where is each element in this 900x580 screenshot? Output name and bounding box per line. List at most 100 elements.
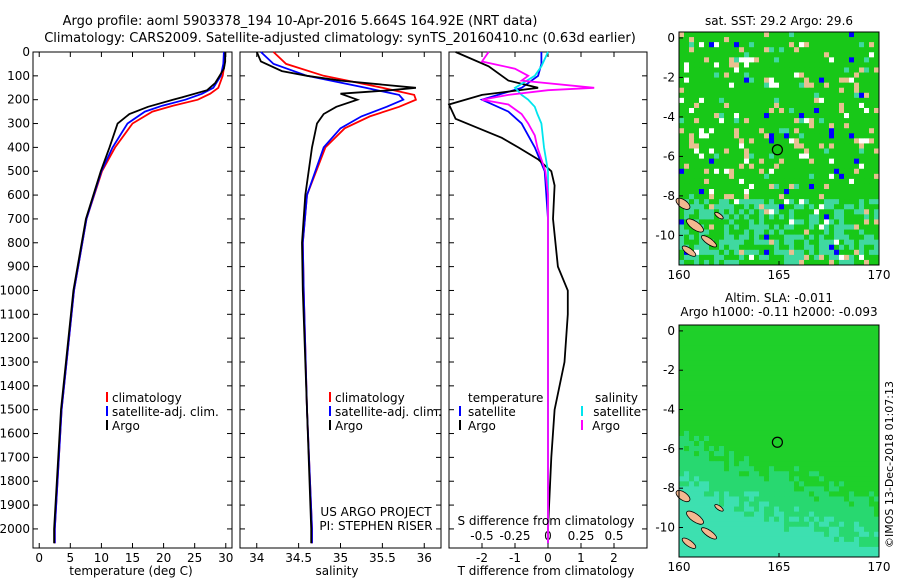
sla-ytick-label: -6 (663, 442, 675, 456)
sal-legend-climatology: climatology (335, 391, 405, 405)
diff-legend-t-argo: Argo (468, 419, 496, 433)
diff-series-t-argo (447, 51, 569, 544)
sla-island (701, 527, 717, 540)
sst-ytick-label: -10 (655, 228, 675, 242)
diff-series-s-argo (480, 51, 595, 544)
sst-ytick-label: 0 (667, 31, 675, 45)
sal-xtick-label: 36 (417, 551, 432, 565)
depth-tick-label: 100 (7, 69, 30, 83)
diff-s-xtick-label: -0.25 (499, 529, 530, 543)
sst-map-panel: 160 165 170 0 -2 -4 -6 -8 -10 (655, 31, 890, 282)
depth-tick-label: 1000 (0, 283, 30, 297)
temp-legend-argo: Argo (112, 419, 140, 433)
imos-stamp: ©IMOS 13-Dec-2018 01:07:13 (883, 381, 896, 548)
temp-series-satellite-adj-clim- (53, 51, 225, 544)
sst-xtick-label: 160 (668, 268, 691, 282)
diff-legend-s-argo: Argo (592, 419, 620, 433)
temp-xtick-label: 10 (94, 551, 109, 565)
sst-map-title: sat. SST: 29.2 Argo: 29.6 (705, 14, 853, 28)
temp-legend-satellite: satellite-adj. clim. (112, 405, 219, 419)
sla-ytick-label: -10 (655, 521, 675, 535)
diff-legend-t-satellite: satellite (468, 405, 516, 419)
sla-map-subtitle: Argo h1000: -0.11 h2000: -0.093 (680, 305, 877, 319)
diff-s-xtick-label: 0.25 (568, 529, 595, 543)
figure-title-line1: Argo profile: aoml 5903378_194 10-Apr-20… (63, 14, 538, 29)
depth-tick-label: 800 (7, 236, 30, 250)
sla-float-marker (771, 436, 784, 448)
diff-series-t-satellite (479, 52, 549, 544)
diff-xtick-label: 1 (577, 551, 585, 565)
sst-ytick-label: -6 (663, 149, 675, 163)
sla-island (675, 490, 691, 503)
sla-ytick-label: -2 (663, 363, 675, 377)
depth-tick-label: 1400 (0, 379, 30, 393)
sst-island (686, 218, 704, 233)
temp-legend-climatology: climatology (112, 391, 182, 405)
depth-tick-label: 1700 (0, 450, 30, 464)
sst-ytick-label: -4 (663, 110, 675, 124)
sla-island (686, 510, 704, 525)
sal-xtick-label: 34.5 (285, 551, 312, 565)
sla-ytick-label: -8 (663, 481, 675, 495)
temp-series-argo (53, 52, 227, 544)
depth-tick-label: 600 (7, 188, 30, 202)
sal-xtick-label: 35.5 (369, 551, 396, 565)
credit-line1: US ARGO PROJECT (320, 505, 432, 519)
depth-tick-label: 1600 (0, 427, 30, 441)
depth-tick-label: 1500 (0, 403, 30, 417)
credit-line2: PI: STEPHEN RISER (319, 519, 432, 533)
diff-legend-salinity-title: salinity (595, 391, 638, 405)
temp-xtick-label: 25 (187, 551, 202, 565)
depth-tick-label: 1800 (0, 474, 30, 488)
depth-tick-label: 1900 (0, 498, 30, 512)
diff-xtick-label: -1 (509, 551, 521, 565)
sla-map-field (679, 325, 880, 558)
sst-island (714, 211, 724, 220)
depth-tick-label: 300 (7, 117, 30, 131)
diff-series-s-satellite (513, 51, 549, 544)
sla-ytick-label: -4 (663, 403, 675, 417)
sla-ytick-label: 0 (667, 324, 675, 338)
diff-xtick-label: 0 (544, 551, 552, 565)
temp-xtick-label: 5 (66, 551, 74, 565)
sst-xtick-label: 165 (768, 268, 791, 282)
sal-series-argo (255, 51, 416, 544)
sal-xtick-label: 35 (333, 551, 348, 565)
difference-panel: -2 -1 0 1 2-0.5 -0.25 0 0.25 0.5 (447, 51, 648, 565)
diff-xtick-label: 2 (610, 551, 618, 565)
sla-xtick-label: 170 (868, 560, 891, 574)
temp-frame (32, 51, 233, 549)
sal-series-satellite-adj-clim- (260, 51, 405, 544)
temp-xtick-label: 0 (35, 551, 43, 565)
diff-xtick-label: -2 (476, 551, 488, 565)
sla-map-title: Altim. SLA: -0.011 (725, 291, 833, 305)
sst-xtick-label: 170 (868, 268, 891, 282)
salinity-panel: 34 34.5 35 35.5 36 (239, 51, 442, 565)
temp-series-climatology (53, 51, 227, 544)
difference-xlabel: T difference from climatology (457, 564, 635, 578)
sla-xtick-label: 165 (768, 560, 791, 574)
depth-tick-label: 1200 (0, 331, 30, 345)
salinity-xlabel: salinity (315, 564, 358, 578)
depth-tick-label: 0 (22, 45, 30, 59)
difference-xlabel2: S difference from climatology (458, 514, 635, 528)
sla-island (681, 537, 697, 549)
sst-island (681, 245, 697, 257)
depth-tick-label: 400 (7, 140, 30, 154)
temperature-xlabel: temperature (deg C) (69, 564, 192, 578)
sst-ytick-label: -8 (663, 189, 675, 203)
sal-legend-argo: Argo (335, 419, 363, 433)
sla-map-panel: 160 165 170 0 -2 -4 -6 -8 -10 (655, 324, 890, 574)
sst-map-field (679, 32, 880, 266)
depth-tick-label: 1300 (0, 355, 30, 369)
sal-xtick-label: 34 (249, 551, 264, 565)
sst-island (675, 197, 691, 210)
depth-tick-label: 700 (7, 212, 30, 226)
temp-xtick-label: 20 (156, 551, 171, 565)
diff-s-xtick-label: 0.5 (604, 529, 623, 543)
sal-frame (239, 51, 442, 549)
diff-legend-s-satellite: satellite (593, 405, 641, 419)
diff-s-xtick-label: -0.5 (470, 529, 493, 543)
sst-island (701, 235, 717, 248)
